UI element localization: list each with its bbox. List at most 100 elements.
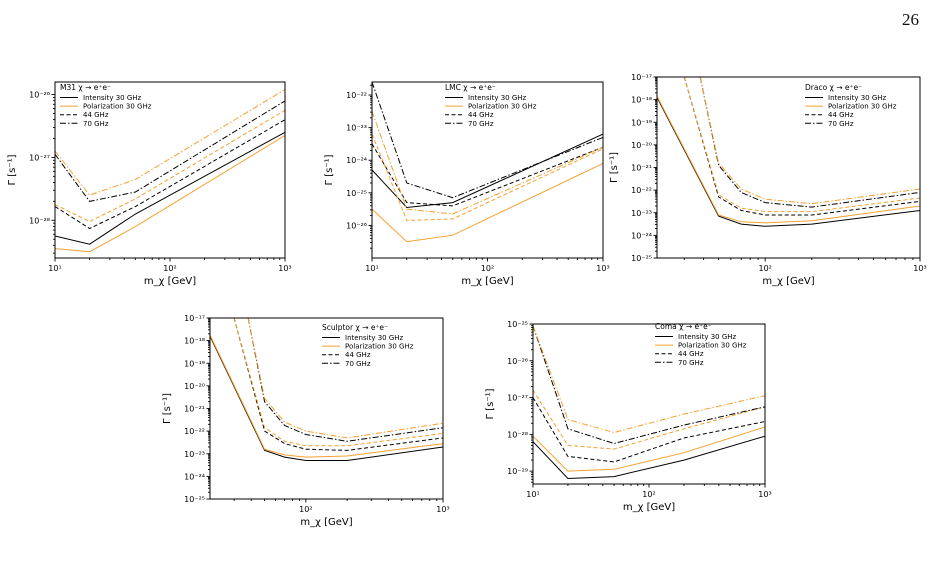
y-tick-label: 10⁻²¹	[184, 405, 205, 414]
y-tick-label: 10⁻²⁴	[631, 231, 652, 240]
y-tick-label: 10⁻¹⁸	[184, 337, 205, 346]
series-line-coma-1	[533, 426, 765, 472]
series-line-lmc-0	[372, 133, 603, 209]
legend-entry-label: Polarization 30 GHz	[83, 103, 152, 111]
chart-panel-coma: 10¹ 10² 10³ 10⁻²⁹ 10⁻²⁸ 10⁻²⁷ 10⁻²⁶ 10⁻²⁵ m_χ [G…	[485, 320, 772, 513]
legend-entry-label: Polarization 30 GHz	[828, 103, 897, 111]
y-tick-label: 10⁻²¹	[631, 164, 652, 173]
series-line-sculptor-3	[233, 318, 443, 447]
series-line-sculptor-2	[233, 318, 443, 451]
legend-title: Draco χ → e⁺e⁻	[805, 83, 862, 92]
x-tick-label: 10³	[758, 490, 771, 499]
legend-title: Sculptor χ → e⁺e⁻	[322, 323, 388, 332]
x-tick-label: 10²	[759, 264, 772, 273]
x-tick-label: 10²	[481, 264, 494, 273]
y-tick-label: 10⁻²²	[184, 427, 205, 436]
x-tick-label: 10³	[913, 264, 926, 273]
series-line-draco-2	[683, 77, 920, 216]
y-tick-label: 10⁻²²	[346, 91, 367, 100]
x-tick-label: 10³	[596, 264, 609, 273]
legend-entry-label: 44 GHz	[83, 111, 109, 119]
y-tick-label: 10⁻¹⁹	[631, 118, 652, 127]
series-line-m31-3	[55, 109, 285, 223]
y-tick-label: 10⁻¹⁷	[631, 73, 652, 82]
legend-entry-label: 70 GHz	[828, 120, 854, 128]
series-line-draco-5	[699, 77, 920, 205]
legend-entry-label: 70 GHz	[83, 120, 109, 128]
series-line-draco-0	[657, 97, 920, 227]
y-tick-label: 10⁻²⁶	[346, 221, 367, 230]
chart-panel-lmc: 10¹ 10² 10³ 10⁻²⁶ 10⁻²⁵ 10⁻²⁴ 10⁻²³ 10⁻²² m_χ [G…	[324, 81, 610, 287]
y-tick-label: 10⁻²²	[631, 186, 652, 195]
y-tick-label: 10⁻²⁹	[507, 467, 528, 476]
y-tick-label: 10⁻²⁴	[184, 472, 205, 481]
series-line-sculptor-4	[247, 318, 443, 442]
y-tick-label: 10⁻²³	[184, 450, 205, 459]
legend-title: M31 χ → e⁺e⁻	[60, 83, 111, 92]
x-tick-label: 10¹	[48, 264, 61, 273]
legend-entry-label: 70 GHz	[468, 120, 494, 128]
legend-entry-label: 44 GHz	[828, 111, 854, 119]
legend-entry-label: Intensity 30 GHz	[828, 94, 887, 102]
y-tick-label: 10⁻²⁰	[184, 382, 205, 391]
legend-entry-label: 44 GHz	[345, 351, 371, 359]
y-axis-label: Γ [s⁻¹]	[162, 393, 173, 424]
x-axis-label: m_χ [GeV]	[623, 502, 675, 513]
series-line-draco-4	[699, 77, 920, 208]
y-tick-label: 10⁻²⁵	[184, 495, 205, 504]
page-number: 26	[902, 10, 919, 29]
legend-entry-label: Polarization 30 GHz	[468, 103, 537, 111]
y-tick-label: 10⁻²⁷	[29, 153, 50, 162]
legend-entry-label: Intensity 30 GHz	[678, 333, 737, 341]
y-axis-label: Γ [s⁻¹]	[7, 154, 18, 185]
series-line-coma-3	[533, 389, 765, 450]
series-line-lmc-1	[372, 163, 603, 243]
series-line-coma-0	[533, 435, 765, 480]
y-tick-label: 10⁻²⁵	[507, 320, 528, 329]
series-line-m31-4	[55, 100, 285, 202]
series-line-coma-5	[533, 325, 765, 434]
legend-entry-label: 44 GHz	[468, 111, 494, 119]
x-axis-label: m_χ [GeV]	[144, 276, 196, 287]
x-axis-label: m_χ [GeV]	[300, 517, 352, 528]
series-line-m31-5	[55, 89, 285, 196]
y-tick-label: 10⁻²⁷	[507, 394, 528, 403]
y-tick-label: 10⁻²⁵	[631, 254, 652, 263]
y-tick-label: 10⁻¹⁷	[184, 314, 205, 323]
x-axis-label: m_χ [GeV]	[461, 276, 513, 287]
legend-entry-label: Intensity 30 GHz	[345, 334, 404, 342]
y-axis-label: Γ [s⁻¹]	[324, 154, 335, 185]
x-tick-label: 10³	[278, 264, 291, 273]
y-tick-label: 10⁻¹⁸	[631, 96, 652, 105]
y-tick-label: 10⁻²⁶	[507, 357, 528, 366]
series-line-lmc-2	[372, 143, 603, 207]
x-tick-label: 10¹	[526, 490, 539, 499]
legend-entry-label: Intensity 30 GHz	[83, 94, 142, 102]
series-line-coma-2	[533, 397, 765, 463]
y-tick-label: 10⁻²⁴	[346, 156, 367, 165]
series-line-draco-1	[657, 95, 920, 224]
series-line-m31-1	[55, 134, 285, 253]
y-tick-label: 10⁻²³	[346, 124, 367, 133]
y-tick-label: 10⁻²⁰	[631, 141, 652, 150]
y-tick-label: 10⁻²⁸	[507, 430, 528, 439]
y-tick-label: 10⁻²⁸	[29, 216, 50, 225]
x-tick-label: 10²	[163, 264, 176, 273]
x-tick-label: 10³	[436, 505, 449, 514]
legend-entry-label: 44 GHz	[678, 350, 704, 358]
series-line-m31-2	[55, 119, 285, 230]
series-line-lmc-4	[372, 82, 603, 199]
series-line-m31-0	[55, 131, 285, 245]
x-tick-label: 10²	[299, 505, 312, 514]
chart-panel-m31: 10¹ 10² 10³ 10⁻²⁸ 10⁻²⁷ 10⁻²⁶ m_χ [GeV] Γ [s⁻¹]…	[7, 81, 292, 287]
series-line-sculptor-1	[210, 334, 443, 458]
y-axis-label: Γ [s⁻¹]	[609, 152, 620, 183]
y-axis-label: Γ [s⁻¹]	[485, 388, 496, 419]
legend-title: LMC χ → e⁺e⁻	[445, 83, 496, 92]
x-axis-label: m_χ [GeV]	[762, 276, 814, 287]
chart-panel-sculptor: 10² 10³ 10⁻²⁵ 10⁻²⁴ 10⁻²³ 10⁻²² 10⁻²¹ 10⁻²⁰ 10⁻¹…	[162, 314, 450, 528]
x-tick-label: 10²	[642, 490, 655, 499]
legend-entry-label: 70 GHz	[678, 359, 704, 367]
series-line-coma-4	[533, 325, 765, 445]
series-line-sculptor-0	[210, 335, 443, 461]
